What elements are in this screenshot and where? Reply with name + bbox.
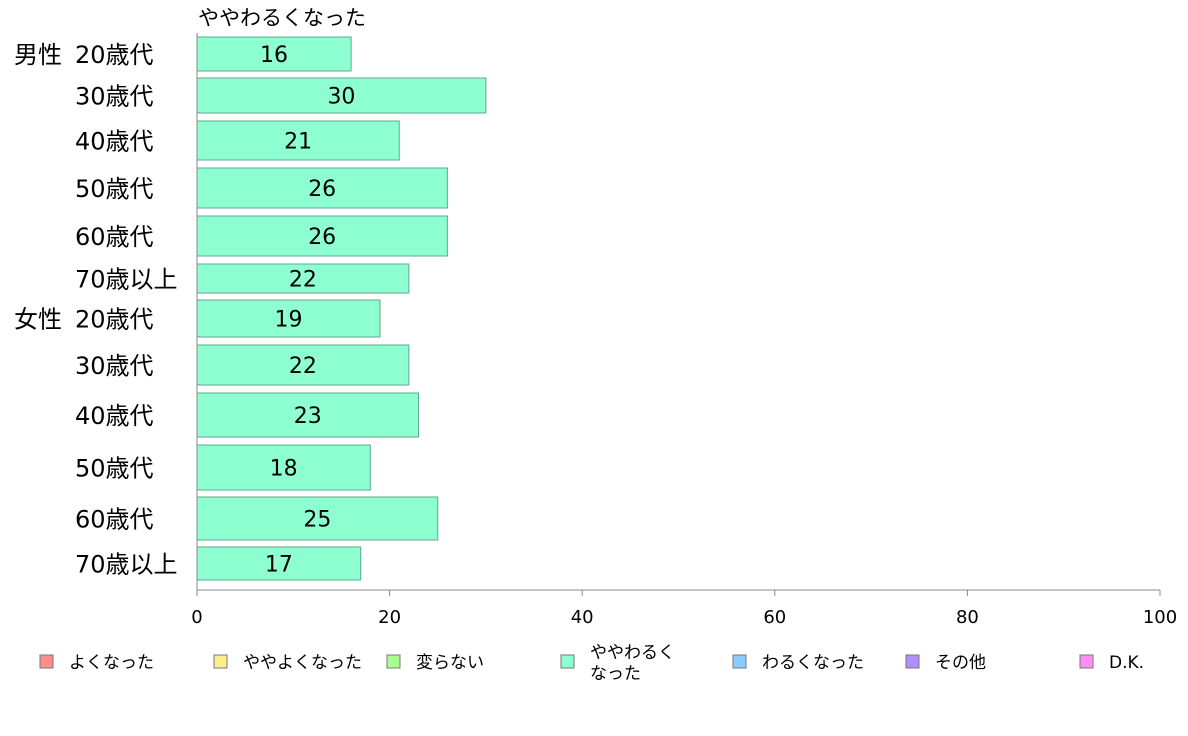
legend-swatch bbox=[560, 654, 575, 669]
legend-label: ややよくなった bbox=[243, 653, 362, 673]
category-labels: 20歳代 30歳代 40歳代 50歳代 60歳代 70歳以上 20歳代 30歳代 40歳代 50歳… bbox=[75, 41, 178, 579]
bar bbox=[196, 444, 371, 491]
bar bbox=[196, 36, 352, 72]
bar bbox=[196, 215, 448, 257]
bar-value-label: 19 bbox=[274, 308, 302, 333]
legend-label: その他 bbox=[935, 653, 986, 673]
legend: よくなった ややよくなった 変らない ややわるくなった わるくなった その他 D.K. bbox=[39, 643, 1144, 684]
bar bbox=[196, 167, 448, 209]
legend-swatch bbox=[905, 654, 920, 669]
bar bbox=[196, 546, 362, 581]
category-label: 70歳以上 bbox=[75, 551, 178, 579]
legend-swatch bbox=[39, 654, 54, 669]
category-label: 40歳代 bbox=[75, 128, 154, 156]
bar bbox=[196, 496, 439, 541]
legend-swatch bbox=[386, 654, 401, 669]
group-label: 男性 bbox=[14, 41, 62, 69]
x-tick-label: 20 bbox=[378, 607, 401, 628]
category-label: 60歳代 bbox=[75, 506, 154, 534]
bar-value-label: 22 bbox=[289, 268, 317, 293]
legend-label: わるくなった bbox=[762, 653, 864, 673]
category-label: 30歳代 bbox=[75, 83, 154, 111]
bar-value-label: 16 bbox=[260, 43, 288, 68]
x-tick-label: 0 bbox=[191, 607, 202, 628]
legend-swatch bbox=[732, 654, 747, 669]
x-tick-label: 80 bbox=[956, 607, 979, 628]
legend-label: よくなった bbox=[69, 653, 154, 673]
bar-value-label: 26 bbox=[308, 177, 336, 202]
legend-label: 変らない bbox=[416, 653, 484, 673]
legend-swatch bbox=[213, 654, 228, 669]
category-label: 40歳代 bbox=[75, 402, 154, 430]
legend-label: ややわるくなった bbox=[590, 643, 675, 684]
category-label: 20歳代 bbox=[75, 41, 154, 69]
bar bbox=[196, 77, 487, 114]
bar-value-label: 25 bbox=[303, 508, 331, 533]
bar-value-label: 22 bbox=[289, 354, 317, 379]
bar-value-label: 21 bbox=[284, 130, 312, 155]
bar-value-label: 18 bbox=[270, 457, 298, 482]
category-label: 30歳代 bbox=[75, 352, 154, 380]
group-label: 女性 bbox=[14, 306, 62, 334]
bars: 16 30 21 26 26 22 19 22 23 18 25 17 bbox=[196, 36, 487, 581]
category-label: 50歳代 bbox=[75, 175, 154, 203]
x-tick-label: 60 bbox=[763, 607, 786, 628]
category-label: 50歳代 bbox=[75, 455, 154, 483]
category-label: 60歳代 bbox=[75, 223, 154, 251]
category-label: 20歳代 bbox=[75, 306, 154, 334]
bar-value-label: 30 bbox=[327, 85, 355, 110]
legend-label: D.K. bbox=[1109, 653, 1144, 673]
bar-value-label: 17 bbox=[265, 553, 293, 578]
bar bbox=[196, 120, 400, 161]
bar-value-label: 26 bbox=[308, 225, 336, 250]
x-tick-label: 100 bbox=[1143, 607, 1177, 628]
legend-swatch bbox=[1079, 654, 1094, 669]
bar bbox=[196, 299, 381, 338]
chart-title: ややわるくなった bbox=[198, 6, 366, 30]
bar-value-label: 23 bbox=[294, 404, 322, 429]
x-tick-label: 40 bbox=[571, 607, 594, 628]
x-axis: 0 20 40 60 80 100 bbox=[191, 33, 1177, 628]
category-label: 70歳以上 bbox=[75, 266, 178, 294]
